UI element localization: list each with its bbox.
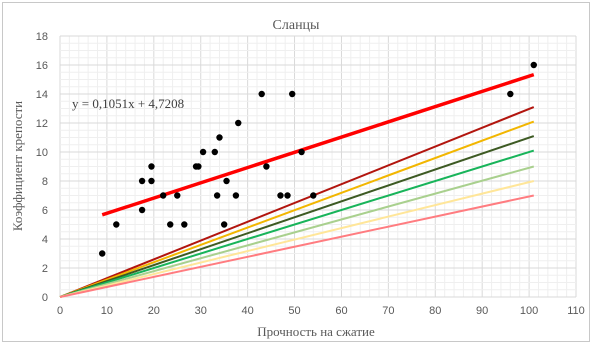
- x-tick-label: 110: [567, 305, 585, 317]
- data-point: [258, 90, 265, 98]
- data-point: [232, 192, 240, 199]
- x-tick-label: 40: [242, 305, 254, 317]
- data-point: [310, 192, 317, 199]
- x-tick-label: 10: [101, 305, 113, 317]
- data-point: [235, 119, 242, 127]
- x-axis-title: Прочность на сжатие: [257, 324, 375, 339]
- x-tick-label: 20: [148, 305, 160, 317]
- reference-line-1: [59, 106, 535, 298]
- data-point: [174, 192, 181, 199]
- x-tick-label: 90: [476, 305, 488, 317]
- x-tick-label: 80: [429, 305, 441, 317]
- reference-line-4: [59, 149, 535, 298]
- grid: [59, 35, 577, 298]
- y-tick-label: 2: [42, 263, 48, 275]
- data-point: [284, 192, 291, 199]
- x-tick-label: 100: [520, 305, 538, 317]
- data-point: [530, 61, 537, 69]
- x-tick-labels: 0 10 20 30 40 50 60 70 80 90 100 110: [57, 305, 585, 317]
- data-point: [138, 177, 146, 185]
- data-point: [507, 90, 514, 98]
- data-point: [298, 148, 305, 156]
- y-tick-label: 14: [36, 89, 48, 101]
- data-point: [160, 192, 167, 199]
- trendline-equation: y = 0,1051x + 4,7208: [72, 96, 184, 111]
- data-point: [223, 177, 230, 185]
- trendline: [101, 72, 535, 217]
- x-tick-label: 60: [335, 305, 347, 317]
- data-point: [213, 192, 221, 199]
- data-point: [263, 163, 270, 170]
- data-point: [199, 148, 207, 156]
- data-point: [148, 163, 155, 170]
- data-point: [138, 206, 146, 214]
- data-points: [99, 61, 537, 257]
- y-tick-label: 8: [42, 176, 48, 188]
- data-point: [148, 177, 155, 185]
- reference-line-7: [59, 194, 534, 298]
- data-point: [113, 221, 120, 228]
- data-point: [181, 221, 188, 228]
- y-tick-label: 10: [36, 147, 48, 159]
- y-tick-label: 16: [36, 60, 48, 72]
- y-tick-labels: 0 2 4 6 8 10 12 14 16 18: [36, 31, 48, 304]
- reference-line-6: [59, 180, 535, 298]
- y-tick-label: 18: [36, 31, 48, 43]
- data-point: [277, 192, 284, 199]
- y-axis-title: Коэффициент крепости: [10, 101, 25, 231]
- reference-line-2: [59, 120, 535, 298]
- reference-lines: [59, 106, 535, 298]
- data-point: [289, 90, 296, 98]
- data-point: [220, 221, 228, 228]
- y-tick-label: 12: [36, 118, 48, 130]
- reference-line-3: [59, 135, 535, 298]
- chart-title: Сланцы: [273, 18, 321, 33]
- x-tick-label: 0: [57, 305, 63, 317]
- data-point: [216, 134, 223, 141]
- y-tick-label: 0: [42, 292, 48, 304]
- y-tick-label: 4: [42, 234, 48, 246]
- x-tick-label: 50: [288, 305, 300, 317]
- data-point: [195, 163, 202, 170]
- x-tick-label: 30: [195, 305, 207, 317]
- data-point: [99, 250, 106, 257]
- trendline-group: [101, 72, 535, 217]
- data-point: [167, 221, 174, 228]
- x-tick-label: 70: [382, 305, 394, 317]
- data-point: [211, 148, 218, 156]
- y-tick-label: 6: [42, 205, 48, 217]
- reference-line-5: [59, 165, 535, 298]
